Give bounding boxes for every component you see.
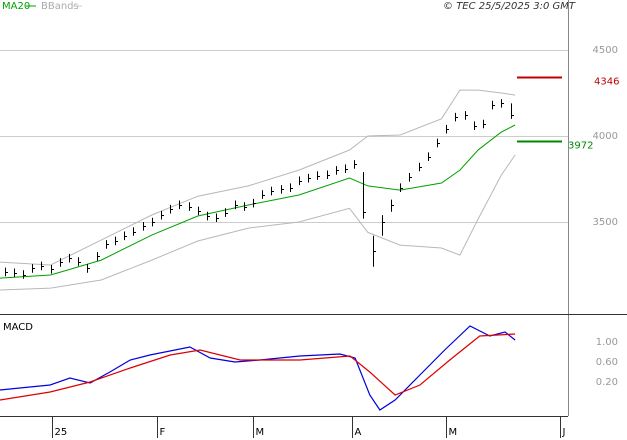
x-tick-label: M [449,427,458,438]
ma-line [0,124,516,279]
level-label: 4346 [594,77,619,88]
band-upper [0,89,516,266]
source: © TEC 25/5/2025 3:0 GMT [443,1,576,12]
macd-title: MACD [3,322,33,333]
x-tick-label: J [562,427,566,438]
level-label: 3972 [568,141,593,152]
legend-ma: MA20 [2,1,30,12]
legend-bb: BBands [41,1,79,12]
y-tick-label: 1.00 [596,337,618,348]
macd-line [0,333,516,401]
band-lower [0,154,516,291]
macd-line [0,325,516,411]
y-tick-label: 0.20 [596,377,618,388]
y-tick-label: 0.60 [596,357,618,368]
y-tick-label: 3500 [593,217,618,228]
x-tick-label: F [160,427,166,438]
x-tick-label: M [256,427,265,438]
y-tick-label: 4000 [593,131,618,142]
y-tick-label: 4500 [593,45,618,56]
x-tick-label: A [355,427,362,438]
x-tick-label: 25 [55,427,68,438]
